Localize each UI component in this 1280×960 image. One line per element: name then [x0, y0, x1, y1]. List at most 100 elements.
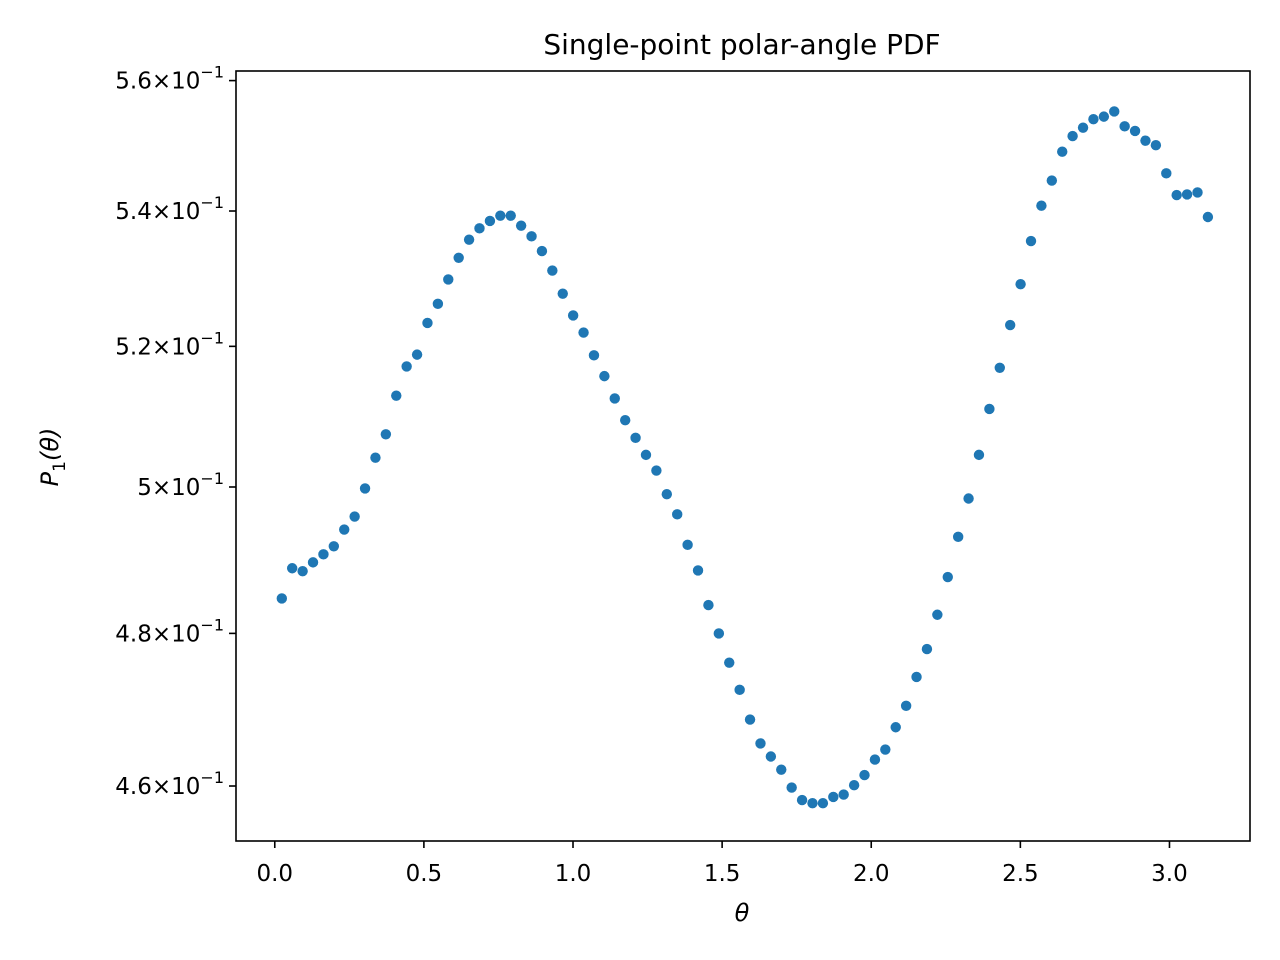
data-point: [328, 541, 340, 552]
y-tick-label: 5.2×10−1: [115, 328, 224, 360]
x-tick-label: 0.0: [256, 861, 293, 887]
data-point: [1004, 319, 1016, 331]
data-point: [859, 769, 870, 781]
data-point: [1098, 111, 1110, 122]
data-point: [599, 370, 610, 382]
data-point: [474, 223, 485, 234]
x-tick-label: 2.0: [853, 861, 890, 887]
data-point: [692, 565, 704, 576]
data-point: [370, 452, 381, 463]
data-point: [453, 252, 464, 263]
data-point: [1036, 200, 1047, 211]
data-point: [828, 791, 839, 803]
x-tick-label: 3.0: [1151, 861, 1188, 887]
data-point: [744, 714, 756, 725]
data-point: [952, 531, 964, 543]
data-point: [869, 754, 881, 765]
data-point: [630, 432, 641, 444]
data-point: [848, 780, 860, 791]
data-point: [900, 700, 912, 712]
data-point: [1202, 211, 1214, 223]
data-point: [963, 493, 974, 504]
data-points: [276, 106, 1214, 809]
plot-frame: [235, 70, 1251, 842]
data-point: [1109, 106, 1120, 117]
data-point: [526, 231, 537, 242]
data-point: [1057, 146, 1068, 157]
data-point: [880, 744, 891, 755]
data-point: [286, 563, 298, 574]
y-tick-label: 5×10−1: [137, 469, 224, 501]
data-point: [984, 403, 995, 415]
chart-title: Single-point polar-angle PDF: [543, 28, 940, 61]
data-point: [651, 465, 662, 476]
data-point: [1150, 140, 1162, 151]
data-point: [1171, 189, 1182, 201]
data-point: [713, 628, 725, 639]
data-point: [838, 789, 849, 800]
y-tick-label: 5.6×10−1: [115, 63, 224, 95]
data-point: [724, 657, 735, 668]
data-point: [536, 245, 548, 257]
data-point: [807, 798, 818, 809]
data-point: [422, 317, 433, 329]
data-point: [349, 511, 360, 522]
x-tick-label: 1.0: [555, 861, 592, 887]
x-axis-label: θ: [735, 899, 750, 927]
data-point: [359, 483, 371, 494]
data-point: [1025, 235, 1037, 247]
data-point: [484, 215, 496, 227]
data-point: [297, 565, 308, 577]
x-axis-ticks: 0.0 0.5 1.0 1.5 2.0 2.5 3.0: [256, 841, 1188, 887]
data-point: [1088, 114, 1099, 125]
x-tick-label: 2.5: [1002, 861, 1039, 887]
y-axis-ticks: 4.6×10−1 4.8×10−1 5×10−1 5.2×10−1 5.4×10−1 5.…: [115, 63, 236, 800]
data-point: [1046, 175, 1058, 186]
data-point: [1119, 121, 1130, 132]
data-point: [567, 310, 579, 321]
data-point: [1192, 187, 1203, 198]
data-point: [672, 509, 683, 520]
data-point: [578, 327, 589, 338]
data-point: [1015, 278, 1026, 290]
data-point: [547, 265, 558, 276]
data-point: [339, 524, 350, 535]
data-point: [765, 751, 777, 762]
data-point: [318, 549, 329, 560]
y-axis-label: P1(θ): [36, 428, 70, 487]
data-point: [1181, 189, 1193, 200]
data-point: [703, 599, 714, 611]
data-point: [620, 415, 631, 426]
data-point: [682, 539, 693, 551]
data-point: [1129, 125, 1141, 137]
x-tick-label: 1.5: [704, 861, 741, 887]
y-tick-label: 4.6×10−1: [115, 768, 224, 800]
data-point: [401, 361, 412, 372]
data-point: [609, 393, 620, 404]
data-point: [755, 738, 766, 749]
data-point: [994, 362, 1005, 373]
data-point: [411, 349, 423, 360]
data-point: [463, 234, 475, 245]
data-point: [443, 274, 454, 285]
data-point: [307, 557, 319, 568]
data-point: [1161, 168, 1172, 179]
data-point: [588, 350, 600, 361]
data-point: [505, 210, 516, 221]
data-point: [973, 449, 985, 461]
data-point: [557, 288, 568, 299]
data-point: [661, 488, 672, 500]
data-point: [932, 609, 943, 620]
data-point: [1077, 122, 1089, 133]
data-point: [796, 794, 808, 806]
data-point: [495, 210, 506, 221]
data-point: [640, 449, 652, 461]
data-point: [391, 390, 402, 401]
y-tick-label: 5.4×10−1: [115, 193, 224, 225]
data-point: [1140, 135, 1151, 146]
data-point: [921, 643, 933, 655]
data-point: [817, 798, 829, 809]
data-point: [276, 593, 288, 604]
